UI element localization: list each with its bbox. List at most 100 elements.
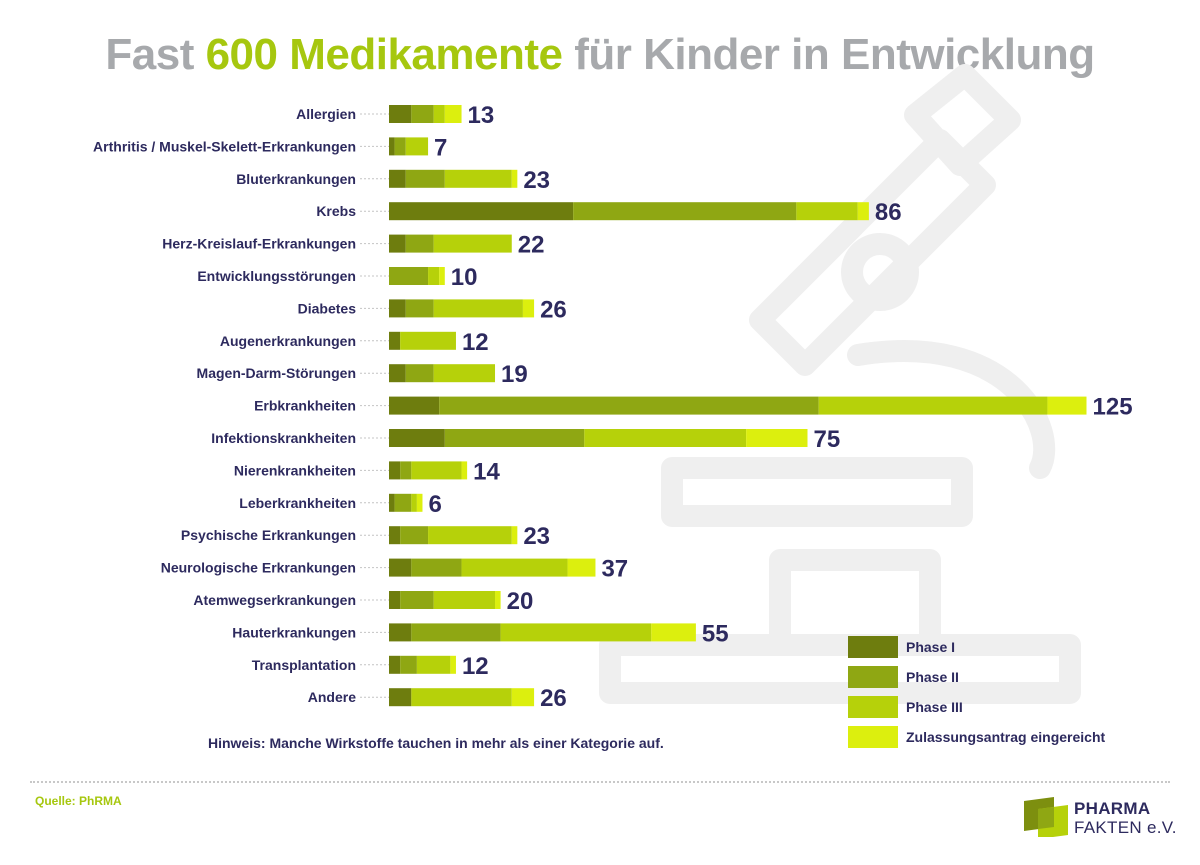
pharma-fakten-logo: PHARMA FAKTEN e.V.	[1024, 797, 1184, 841]
total-label-infektionskrankheiten: 75	[814, 426, 841, 453]
category-label-atemwegserkrankungen: Atemwegserkrankungen	[193, 592, 356, 608]
bar-segment-bluterkrankungen-phase-ii	[405, 169, 445, 188]
bar-segment-diabetes-phase-iii	[433, 299, 523, 318]
category-label-erbkrankheiten: Erbkrankheiten	[254, 398, 356, 414]
bar-row-nierenkrankheiten: Nierenkrankheiten 14	[234, 458, 501, 485]
bar-segment-diabetes-phase-i	[389, 299, 406, 318]
bar-segment-magen-darm-stoerungen-phase-i	[389, 364, 406, 383]
total-label-erbkrankheiten: 125	[1093, 394, 1133, 421]
footnote: Hinweis: Manche Wirkstoffe tauchen in me…	[208, 735, 664, 751]
bar-row-bluterkrankungen: Bluterkrankungen 23	[236, 167, 550, 194]
bar-segment-erbkrankheiten-phase-iii	[818, 396, 1048, 415]
total-label-nierenkrankheiten: 14	[473, 458, 500, 485]
category-label-neurologische-erkrankungen: Neurologische Erkrankungen	[161, 560, 356, 576]
bar-row-leberkrankheiten: Leberkrankheiten 6	[239, 491, 442, 518]
bar-segment-diabetes-zulassungsantrag-eingereicht	[522, 299, 535, 318]
bar-row-transplantation: Transplantation 12	[252, 653, 489, 680]
legend-item-phase-i: Phase I	[848, 636, 955, 658]
legend-item-phase-ii: Phase II	[848, 666, 959, 688]
bar-segment-leberkrankheiten-phase-iii	[411, 493, 417, 512]
bar-row-andere: Andere 26	[308, 685, 567, 712]
bar-segment-magen-darm-stoerungen-phase-ii	[405, 364, 434, 383]
bar-segment-krebs-zulassungsantrag-eingereicht	[857, 202, 869, 221]
legend-item-phase-iii: Phase III	[848, 696, 963, 718]
legend-label: Zulassungsantrag eingereicht	[906, 729, 1105, 745]
bar-segment-augenerkrankungen-phase-i	[389, 331, 401, 350]
category-label-bluterkrankungen: Bluterkrankungen	[236, 171, 356, 187]
bar-segment-krebs-phase-iii	[796, 202, 858, 221]
bar-segment-transplantation-phase-i	[389, 655, 401, 674]
bar-segment-nierenkrankheiten-phase-iii	[411, 461, 462, 480]
bar-row-diabetes: Diabetes 26	[298, 296, 567, 323]
category-label-arthritis-muskel-skelett-erkrankungen: Arthritis / Muskel-Skelett-Erkrankungen	[93, 138, 356, 154]
bar-segment-arthritis-muskel-skelett-erkrankungen-phase-ii	[394, 137, 406, 156]
total-label-hauterkrankungen: 55	[702, 620, 729, 647]
bar-segment-herz-kreislauf-erkrankungen-phase-iii	[433, 234, 512, 253]
bar-segment-atemwegserkrankungen-zulassungsantrag-eingereicht	[495, 591, 501, 609]
legend-label: Phase I	[906, 639, 955, 655]
logo-mark-icon	[1024, 797, 1068, 837]
bar-segment-krebs-phase-i	[389, 202, 574, 221]
title-part-2: 600 Medikamente	[205, 30, 563, 79]
bar-segment-atemwegserkrankungen-phase-ii	[400, 591, 434, 609]
bar-segment-bluterkrankungen-zulassungsantrag-eingereicht	[511, 169, 518, 188]
bar-row-psychische-erkrankungen: Psychische Erkrankungen 23	[181, 523, 550, 550]
legend-swatch	[848, 696, 898, 718]
bar-segment-herz-kreislauf-erkrankungen-phase-i	[389, 234, 406, 253]
category-label-herz-kreislauf-erkrankungen: Herz-Kreislauf-Erkrankungen	[162, 236, 356, 252]
legend-swatch	[848, 636, 898, 658]
category-label-andere: Andere	[308, 689, 356, 705]
bar-segment-allergien-phase-i	[389, 105, 412, 123]
bar-segment-transplantation-zulassungsantrag-eingereicht	[450, 655, 456, 674]
bar-row-magen-darm-stoerungen: Magen-Darm-Störungen 19	[197, 361, 528, 388]
bar-segment-andere-phase-i	[389, 688, 412, 707]
bar-segment-psychische-erkrankungen-phase-i	[389, 526, 401, 545]
bar-row-herz-kreislauf-erkrankungen: Herz-Kreislauf-Erkrankungen 22	[162, 232, 544, 259]
total-label-atemwegserkrankungen: 20	[507, 588, 534, 615]
bar-row-allergien: Allergien 13	[296, 102, 494, 129]
category-label-infektionskrankheiten: Infektionskrankheiten	[211, 430, 356, 446]
bar-segment-arthritis-muskel-skelett-erkrankungen-phase-iii	[405, 137, 429, 156]
bar-segment-transplantation-phase-ii	[400, 655, 417, 674]
total-label-neurologische-erkrankungen: 37	[601, 556, 628, 583]
bar-segment-erbkrankheiten-phase-i	[389, 396, 440, 415]
bar-segment-nierenkrankheiten-phase-ii	[400, 461, 412, 480]
bar-row-entwicklungsstoerungen: Entwicklungsstörungen 10	[197, 264, 477, 291]
total-label-krebs: 86	[875, 199, 902, 226]
bar-segment-infektionskrankheiten-phase-i	[389, 429, 445, 447]
bar-segment-psychische-erkrankungen-phase-ii	[400, 526, 429, 545]
bar-segment-krebs-phase-ii	[573, 202, 797, 221]
bar-segment-hauterkrankungen-phase-i	[389, 623, 412, 642]
logo-line-1: PHARMA	[1074, 799, 1151, 818]
bar-segment-allergien-zulassungsantrag-eingereicht	[444, 105, 462, 123]
bar-segment-infektionskrankheiten-phase-ii	[444, 429, 585, 447]
bar-row-infektionskrankheiten: Infektionskrankheiten 75	[211, 426, 840, 453]
bar-segment-infektionskrankheiten-phase-iii	[584, 429, 747, 447]
bar-segment-augenerkrankungen-phase-iii	[400, 331, 456, 350]
bar-segment-hauterkrankungen-phase-iii	[500, 623, 652, 642]
chart-title: Fast 600 Medikamente für Kinder in Entwi…	[0, 30, 1200, 80]
bar-row-krebs: Krebs 86	[316, 199, 901, 226]
bar-segment-atemwegserkrankungen-phase-iii	[433, 591, 496, 609]
bar-row-hauterkrankungen: Hauterkrankungen 55	[232, 620, 728, 647]
category-label-diabetes: Diabetes	[298, 300, 357, 316]
total-label-augenerkrankungen: 12	[462, 329, 489, 356]
bar-segment-transplantation-phase-iii	[416, 655, 451, 674]
bar-segment-andere-phase-iii	[411, 688, 512, 707]
bar-segment-leberkrankheiten-phase-ii	[394, 493, 412, 512]
category-label-allergien: Allergien	[296, 106, 356, 122]
title-part-1: Fast	[105, 30, 206, 79]
category-label-nierenkrankheiten: Nierenkrankheiten	[234, 462, 356, 478]
bar-row-arthritis-muskel-skelett-erkrankungen: Arthritis / Muskel-Skelett-Erkrankungen 7	[93, 134, 447, 161]
total-label-leberkrankheiten: 6	[428, 491, 441, 518]
bar-segment-diabetes-phase-ii	[405, 299, 434, 318]
legend-swatch	[848, 726, 898, 748]
bar-segment-entwicklungsstoerungen-phase-iii	[428, 267, 440, 285]
total-label-andere: 26	[540, 685, 567, 712]
bar-segment-herz-kreislauf-erkrankungen-phase-ii	[405, 234, 434, 253]
bar-segment-allergien-phase-ii	[411, 105, 434, 123]
legend-label: Phase III	[906, 699, 963, 715]
bar-segment-bluterkrankungen-phase-iii	[444, 169, 512, 188]
bar-row-augenerkrankungen: Augenerkrankungen 12	[220, 329, 489, 356]
